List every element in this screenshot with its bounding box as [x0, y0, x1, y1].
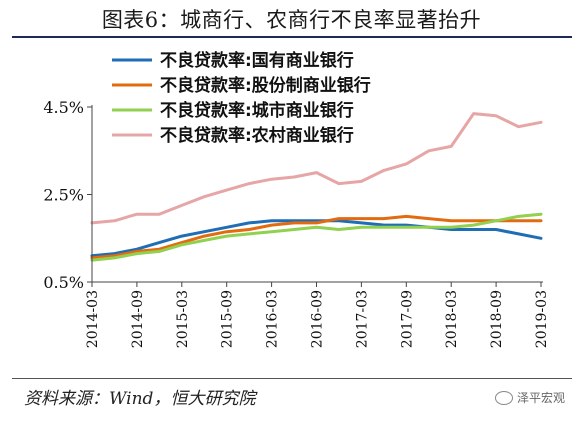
wechat-icon	[494, 390, 513, 405]
x-tick-label: 2019-03	[534, 290, 550, 348]
series-line	[90, 112, 543, 225]
axes: 0.5% 2.5% 4.5% 2014-03 2014-09 2015-03 2015-09…	[43, 98, 550, 348]
footer-rule	[12, 378, 572, 379]
chart-title: 图表6：城商行、农商行不良率显著抬升	[101, 8, 482, 32]
legend-label: 不良贷款率:城市商业银行	[160, 100, 354, 121]
x-tick-label: 2016-03	[265, 290, 281, 348]
x-tick-label: 2015-09	[220, 290, 236, 348]
y-tick-label: 0.5%	[43, 273, 84, 292]
x-tick-label: 2014-09	[130, 290, 146, 348]
watermark-label: 泽平宏观	[516, 391, 565, 405]
y-tick-label: 4.5%	[43, 98, 84, 117]
x-tick-label: 2018-03	[444, 290, 460, 348]
x-tick-label: 2016-09	[310, 290, 326, 348]
legend-label: 不良贷款率:国有商业银行	[160, 50, 354, 71]
watermark: 泽平宏观	[494, 389, 565, 406]
title-rule	[12, 36, 572, 38]
legend-label: 不良贷款率:股份制商业银行	[160, 75, 371, 96]
x-tick-label: 2015-03	[175, 290, 191, 348]
series-line	[90, 214, 543, 260]
x-tick-label: 2017-03	[354, 290, 370, 348]
line-chart: 不良贷款率:国有商业银行不良贷款率:股份制商业银行不良贷款率:城市商业银行不良贷…	[43, 50, 550, 348]
series-line	[90, 212, 543, 262]
x-tick-label: 2017-09	[399, 290, 415, 348]
x-tick-label: 2018-09	[489, 290, 505, 348]
series-lines	[90, 112, 543, 262]
y-tick-label: 2.5%	[43, 186, 84, 205]
source-note: 资料来源：Wind，恒大研究院	[24, 389, 256, 409]
series-line	[90, 219, 543, 258]
legend: 不良贷款率:国有商业银行不良贷款率:股份制商业银行不良贷款率:城市商业银行不良贷…	[112, 50, 371, 146]
legend-label: 不良贷款率:农村商业银行	[160, 125, 354, 146]
x-tick-label: 2014-03	[85, 290, 101, 348]
